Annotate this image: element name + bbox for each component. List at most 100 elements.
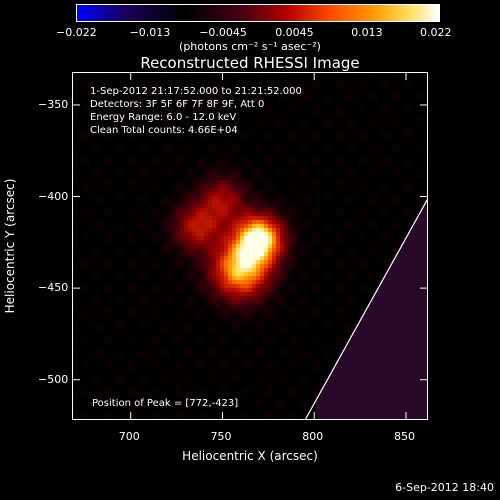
heatmap-cell bbox=[288, 272, 292, 276]
heatmap-cell bbox=[72, 88, 76, 92]
heatmap-cell bbox=[72, 216, 76, 220]
heatmap-cell bbox=[196, 244, 200, 248]
heatmap-cell bbox=[72, 148, 76, 152]
heatmap-cell bbox=[304, 288, 308, 292]
heatmap-cell bbox=[116, 140, 120, 144]
heatmap-cell bbox=[232, 212, 236, 216]
heatmap-cell bbox=[208, 180, 212, 184]
heatmap-cell bbox=[360, 172, 364, 176]
heatmap-cell bbox=[192, 144, 196, 148]
heatmap-cell bbox=[200, 168, 204, 172]
heatmap-cell bbox=[376, 112, 380, 116]
heatmap-cell bbox=[224, 292, 228, 296]
heatmap-cell bbox=[232, 284, 236, 288]
heatmap-cell bbox=[76, 172, 80, 176]
heatmap-cell bbox=[252, 208, 256, 212]
heatmap-cell bbox=[100, 112, 104, 116]
heatmap-cell bbox=[144, 88, 148, 92]
heatmap-cell bbox=[200, 232, 204, 236]
heatmap-cell bbox=[168, 212, 172, 216]
heatmap-cell bbox=[280, 140, 284, 144]
heatmap-cell bbox=[112, 200, 116, 204]
heatmap-cell bbox=[100, 196, 104, 200]
heatmap-cell bbox=[324, 156, 328, 160]
heatmap-cell bbox=[328, 244, 332, 248]
heatmap-cell bbox=[236, 220, 240, 224]
heatmap-cell bbox=[280, 172, 284, 176]
heatmap-cell bbox=[280, 188, 284, 192]
heatmap-cell bbox=[252, 224, 256, 228]
heatmap-cell bbox=[132, 104, 136, 108]
heatmap-cell bbox=[336, 240, 340, 244]
heatmap-cell bbox=[340, 284, 344, 288]
heatmap-cell bbox=[396, 196, 400, 200]
heatmap-cell bbox=[124, 212, 128, 216]
heatmap-cell bbox=[284, 180, 288, 184]
heatmap-cell bbox=[300, 244, 304, 248]
heatmap-cell bbox=[128, 76, 132, 80]
heatmap-cell bbox=[264, 168, 268, 172]
heatmap-cell bbox=[372, 292, 376, 296]
heatmap-cell bbox=[192, 96, 196, 100]
heatmap-cell bbox=[312, 220, 316, 224]
heatmap-cell bbox=[188, 100, 192, 104]
heatmap-cell bbox=[408, 156, 412, 160]
heatmap-cell bbox=[424, 120, 428, 124]
heatmap-cell bbox=[72, 272, 76, 276]
heatmap-cell bbox=[288, 260, 292, 264]
heatmap-cell bbox=[308, 100, 312, 104]
heatmap-cell bbox=[248, 212, 252, 216]
heatmap-cell bbox=[256, 224, 260, 228]
heatmap-cell bbox=[192, 280, 196, 284]
heatmap-cell bbox=[224, 140, 228, 144]
heatmap-cell bbox=[252, 144, 256, 148]
heatmap-cell bbox=[332, 268, 336, 272]
heatmap-cell bbox=[116, 96, 120, 100]
heatmap-cell bbox=[280, 256, 284, 260]
heatmap-cell bbox=[164, 236, 168, 240]
heatmap-cell bbox=[248, 144, 252, 148]
heatmap-cell bbox=[212, 104, 216, 108]
heatmap-cell bbox=[280, 92, 284, 96]
heatmap-cell bbox=[400, 224, 404, 228]
heatmap-cell bbox=[164, 268, 168, 272]
heatmap-cell bbox=[268, 108, 272, 112]
heatmap-cell bbox=[220, 148, 224, 152]
heatmap-cell bbox=[288, 160, 292, 164]
heatmap-cell bbox=[120, 260, 124, 264]
heatmap-cell bbox=[136, 184, 140, 188]
heatmap-cell bbox=[264, 188, 268, 192]
heatmap-cell bbox=[396, 84, 400, 88]
heatmap-cell bbox=[380, 72, 384, 76]
heatmap-cell bbox=[92, 256, 96, 260]
heatmap-cell bbox=[96, 184, 100, 188]
heatmap-cell bbox=[240, 180, 244, 184]
heatmap-cell bbox=[344, 160, 348, 164]
heatmap-cell bbox=[128, 124, 132, 128]
heatmap-cell bbox=[272, 232, 276, 236]
heatmap-cell bbox=[268, 104, 272, 108]
heatmap-cell bbox=[388, 148, 392, 152]
heatmap-cell bbox=[168, 180, 172, 184]
heatmap-cell bbox=[216, 276, 220, 280]
heatmap-cell bbox=[344, 156, 348, 160]
heatmap-cell bbox=[320, 260, 324, 264]
heatmap-cell bbox=[420, 108, 424, 112]
heatmap-cell bbox=[204, 96, 208, 100]
heatmap-cell bbox=[228, 268, 232, 272]
heatmap-cell bbox=[200, 192, 204, 196]
heatmap-cell bbox=[272, 272, 276, 276]
heatmap-cell bbox=[268, 80, 272, 84]
heatmap-cell bbox=[76, 136, 80, 140]
heatmap-cell bbox=[284, 148, 288, 152]
heatmap-cell bbox=[184, 152, 188, 156]
heatmap-cell bbox=[412, 152, 416, 156]
heatmap-cell bbox=[80, 100, 84, 104]
heatmap-cell bbox=[140, 72, 144, 76]
heatmap-cell bbox=[160, 156, 164, 160]
heatmap-cell bbox=[368, 100, 372, 104]
heatmap-cell bbox=[316, 88, 320, 92]
heatmap-cell bbox=[96, 124, 100, 128]
heatmap-cell bbox=[140, 220, 144, 224]
heatmap-cell bbox=[416, 240, 420, 244]
